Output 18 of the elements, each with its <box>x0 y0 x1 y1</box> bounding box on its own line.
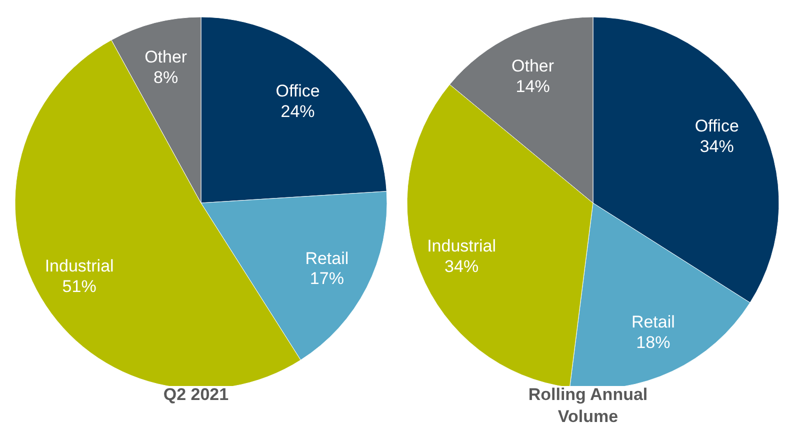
slice-label: Office <box>694 116 739 136</box>
slice-label: Office <box>276 82 320 101</box>
slice-label: Other <box>512 56 554 76</box>
data-label: 14% <box>516 77 550 96</box>
data-label: 34% <box>700 136 734 156</box>
slice-label: Retail <box>631 312 675 332</box>
data-label: 34% <box>444 257 479 276</box>
slice-label: Other <box>144 48 188 67</box>
text: Q2 2021 <box>162 384 230 406</box>
data-label: 18% <box>636 332 670 352</box>
data-label: 17% <box>310 269 344 288</box>
text: Rolling Annual Volume <box>527 384 649 428</box>
data-label: 24% <box>280 102 315 121</box>
slice-label: Industrial <box>44 256 114 276</box>
data-label: 51% <box>62 276 96 296</box>
slice-label: Industrial <box>427 236 496 256</box>
data-label: 8% <box>154 68 178 88</box>
slice-label: Retail <box>305 248 349 268</box>
